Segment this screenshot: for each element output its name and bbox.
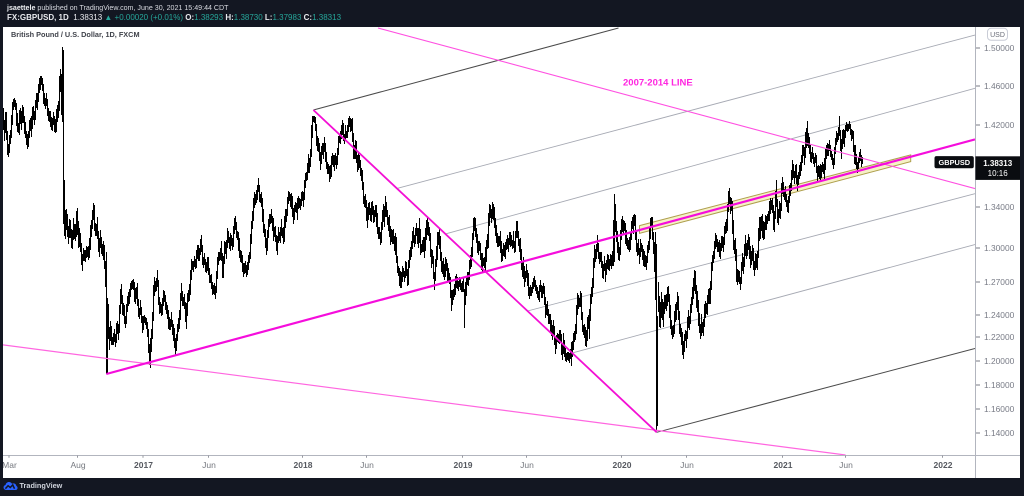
svg-text:2021: 2021 [774,460,793,470]
svg-text:Jun: Jun [360,460,374,470]
svg-text:1.34000: 1.34000 [984,202,1015,212]
svg-text:Aug: Aug [70,460,85,470]
svg-text:Jun: Jun [202,460,216,470]
svg-text:10:16: 10:16 [988,169,1009,178]
svg-text:1.16000: 1.16000 [984,404,1015,414]
svg-text:1.27000: 1.27000 [984,277,1015,287]
svg-text:1.14000: 1.14000 [984,428,1015,438]
svg-text:2022: 2022 [934,460,953,470]
svg-text:2020: 2020 [613,460,632,470]
svg-text:1.46000: 1.46000 [984,81,1015,91]
svg-text:Jun: Jun [839,460,853,470]
svg-text:1.38313: 1.38313 [983,159,1012,168]
svg-text:1.18000: 1.18000 [984,380,1015,390]
svg-text:Jun: Jun [520,460,534,470]
svg-text:USD: USD [990,32,1005,39]
svg-text:Jun: Jun [680,460,694,470]
svg-text:2018: 2018 [294,460,313,470]
svg-text:1.20000: 1.20000 [984,356,1015,366]
svg-text:1.50000: 1.50000 [984,43,1015,53]
svg-text:GBPUSD: GBPUSD [938,158,970,167]
svg-text:1.22000: 1.22000 [984,332,1015,342]
svg-text:2019: 2019 [454,460,473,470]
svg-text:Mar: Mar [2,460,17,470]
svg-text:2007-2014 LINE: 2007-2014 LINE [623,78,693,89]
svg-text:2017: 2017 [134,460,153,470]
svg-text:1.30000: 1.30000 [984,243,1015,253]
svg-text:1.24000: 1.24000 [984,310,1015,320]
svg-text:1.42000: 1.42000 [984,120,1015,130]
